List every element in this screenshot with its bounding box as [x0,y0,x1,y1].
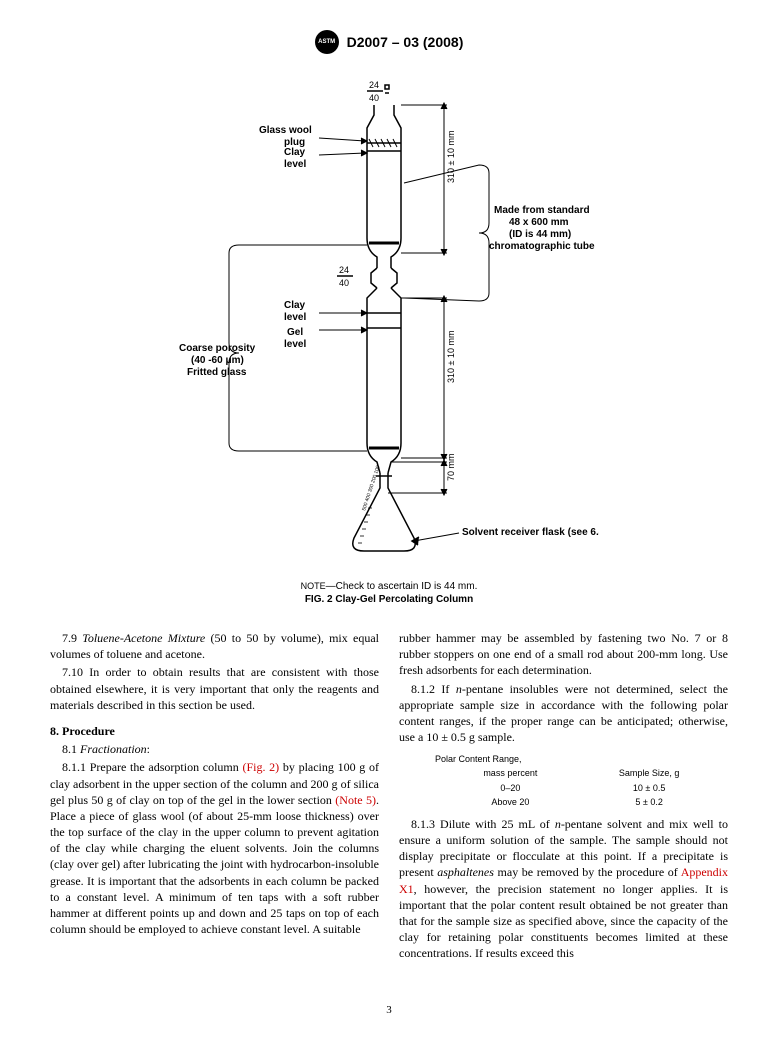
figure-caption: NOTE—Check to ascertain ID is 44 mm. FIG… [50,581,728,605]
table-h2: Sample Size, g [592,767,707,779]
dim-flask: 70 mm [446,453,456,481]
para-8-1-3: 8.1.3 Dilute with 25 mL of n-pentane sol… [399,816,728,962]
flask-label: Solvent receiver flask (see 6.4) [462,527,599,538]
svg-text:Claylevel: Claylevel [284,300,306,323]
page-number: 3 [50,1004,728,1016]
svg-text:Claylevel: Claylevel [284,147,306,170]
caption-note-text: —Check to ascertain ID is 44 mm. [326,581,478,592]
doc-id: D2007 – 03 (2008) [347,34,464,50]
note-label: NOTE [301,581,326,591]
figure-2: 24 40 24 40 [50,73,728,605]
polar-content-table: Polar Content Range, mass percent Sample… [429,751,709,810]
fig2-link[interactable]: (Fig. 2) [242,760,279,774]
fig-title: FIG. 2 Clay-Gel Percolating Column [50,594,728,605]
svg-text:Glass woolplug: Glass woolplug [259,125,312,148]
dim-lower: 310 ± 10 mm [446,331,456,383]
right-column: rubber hammer may be assembled by fasten… [399,630,728,964]
svg-text:Gellevel: Gellevel [284,327,306,350]
joint-frac-top: 24 [369,80,379,90]
svg-text:Made from standard48 x 600 mm(: Made from standard48 x 600 mm(ID is 44 m… [489,205,595,252]
table-h1b: mass percent [431,767,590,779]
table-r2c1: Above 20 [431,796,590,808]
table-r2c2: 5 ± 0.2 [592,796,707,808]
para-7-9: 7.9 Toluene-Acetone Mixture (50 to 50 by… [50,630,379,662]
astm-logo-icon [315,30,339,54]
left-column: 7.9 Toluene-Acetone Mixture (50 to 50 by… [50,630,379,964]
svg-text:40: 40 [339,278,349,288]
body-columns: 7.9 Toluene-Acetone Mixture (50 to 50 by… [50,630,728,964]
section-8-heading: 8. Procedure [50,723,379,739]
joint-frac-bot: 40 [369,93,379,103]
para-8-1: 8.1 Fractionation: [50,741,379,757]
table-r1c1: 0–20 [431,782,590,794]
note5-link[interactable]: (Note 5) [335,793,376,807]
page-header: D2007 – 03 (2008) [50,30,728,58]
svg-text:24: 24 [339,265,349,275]
doc-title-row: D2007 – 03 (2008) [315,30,464,54]
table-h1a: Polar Content Range, [431,753,590,765]
column-diagram: 24 40 24 40 [179,73,599,573]
svg-text:Coarse porosity(40 -60 μm)Frit: Coarse porosity(40 -60 μm)Fritted glass [179,343,256,378]
para-8-1-1: 8.1.1 Prepare the adsorption column (Fig… [50,759,379,937]
para-cont: rubber hammer may be assembled by fasten… [399,630,728,679]
table-r1c2: 10 ± 0.5 [592,782,707,794]
para-7-10: 7.10 In order to obtain results that are… [50,664,379,713]
para-8-1-2: 8.1.2 If n-pentane insolubles were not d… [399,681,728,746]
dim-upper: 310 ± 10 mm [446,131,456,183]
